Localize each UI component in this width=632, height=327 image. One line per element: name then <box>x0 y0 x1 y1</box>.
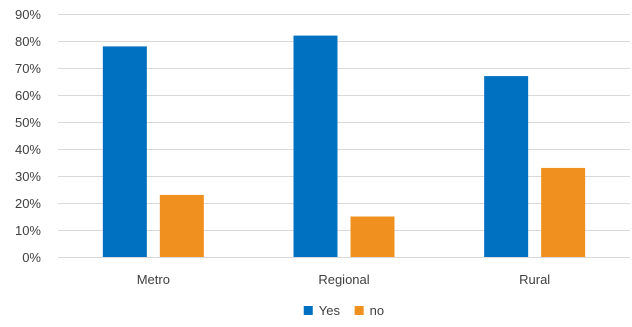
y-tick-label: 70% <box>15 61 41 76</box>
y-tick-label: 90% <box>15 7 41 22</box>
legend-swatch-no <box>354 306 364 315</box>
legend-swatch-yes <box>303 306 313 315</box>
y-tick-label: 60% <box>15 88 41 103</box>
bar-yes-metro <box>102 46 147 258</box>
y-tick-label: 20% <box>15 196 41 211</box>
y-axis-tick-labels: 0% 10% 20% 30% 40% 50% 60% 70% 80% 90% <box>15 7 41 265</box>
bar-no-rural <box>541 167 586 257</box>
x-category-label: Rural <box>519 272 550 287</box>
x-axis-category-labels: Metro Regional Rural <box>137 272 551 287</box>
x-category-label: Regional <box>318 272 369 287</box>
bars <box>102 35 586 258</box>
legend: Yes no <box>303 303 384 318</box>
bar-yes-regional <box>293 35 338 257</box>
bar-no-metro <box>159 194 204 257</box>
y-tick-label: 40% <box>15 142 41 157</box>
x-category-label: Metro <box>137 272 170 287</box>
bar-no-regional <box>350 216 395 257</box>
bar-yes-rural <box>484 76 529 257</box>
y-tick-label: 0% <box>22 250 41 265</box>
legend-label-yes: Yes <box>319 303 341 318</box>
legend-label-no: no <box>370 303 384 318</box>
y-tick-label: 50% <box>15 115 41 130</box>
gridlines <box>58 14 630 258</box>
y-tick-label: 30% <box>15 169 41 184</box>
y-tick-label: 80% <box>15 34 41 49</box>
y-tick-label: 10% <box>15 223 41 238</box>
